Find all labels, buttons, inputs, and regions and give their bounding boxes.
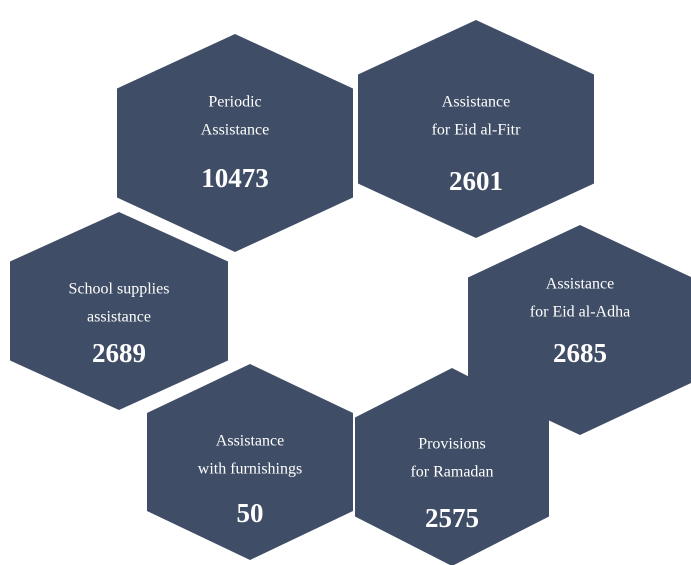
hexagon <box>358 20 594 238</box>
item-value: 2601 <box>449 166 503 196</box>
item-label: Assistance <box>216 433 284 450</box>
item-label: Provisions <box>418 436 486 453</box>
item-label: School supplies <box>69 281 170 298</box>
hexagon <box>10 212 228 410</box>
item-label: with furnishings <box>198 461 302 478</box>
hexagon <box>355 368 549 565</box>
item-label: Periodic <box>208 94 261 111</box>
item-label: Assistance <box>442 94 510 111</box>
item-label: for Eid al-Adha <box>530 304 630 321</box>
item-label: for Ramadan <box>410 464 493 481</box>
hexagon <box>117 34 353 252</box>
item-label: Assistance <box>201 122 269 139</box>
item-value: 2575 <box>425 503 479 533</box>
item-label: for Eid al-Fitr <box>432 122 522 139</box>
item-label: Assistance <box>546 276 614 293</box>
item-label: assistance <box>87 309 151 326</box>
item-value: 10473 <box>201 163 269 193</box>
item-value: 2685 <box>553 338 607 368</box>
hexagon <box>468 225 691 435</box>
hexagon <box>147 364 353 560</box>
item-value: 2689 <box>92 338 146 368</box>
item-value: 50 <box>237 498 264 528</box>
